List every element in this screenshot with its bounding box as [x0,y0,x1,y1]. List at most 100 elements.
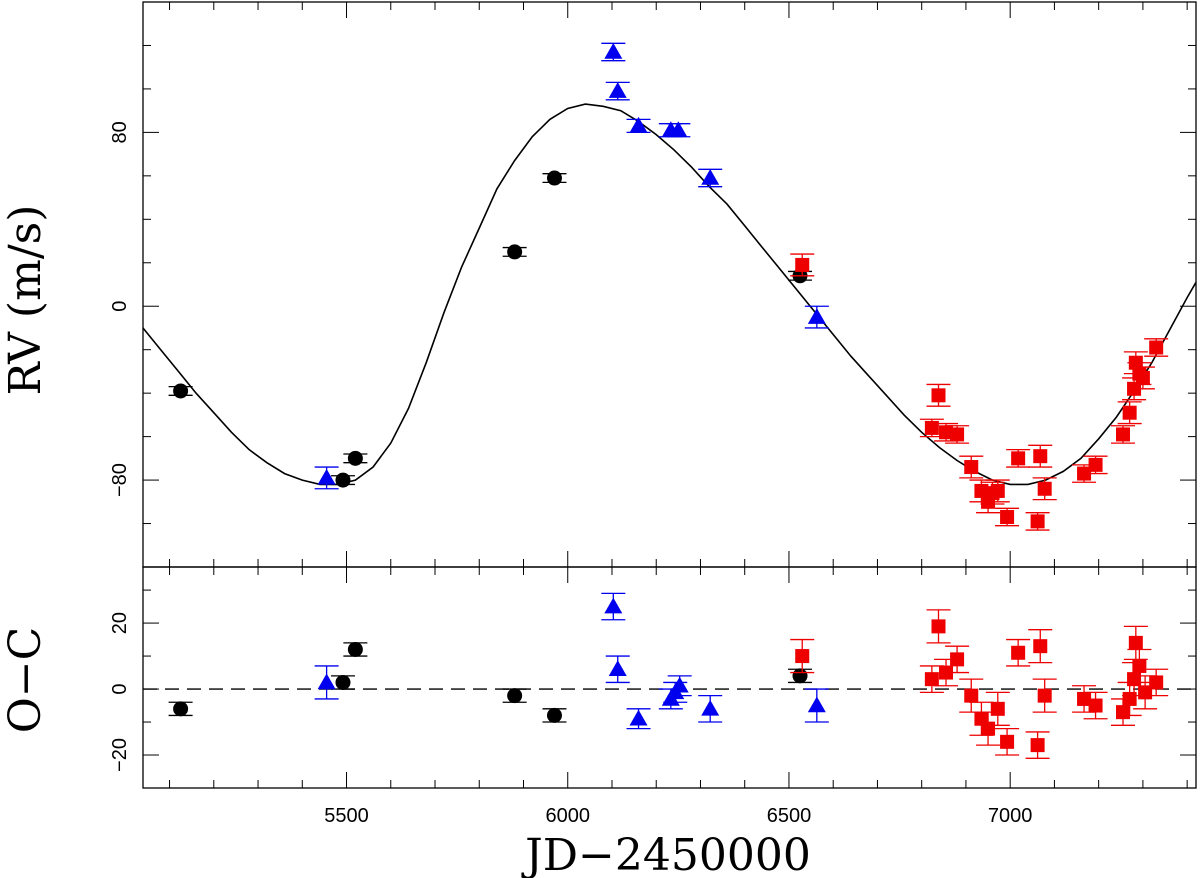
bottom-panel-y-axis-label: O−C [0,627,51,734]
bottom-y-tick-label: 0 [109,683,131,694]
triangle-marker [629,709,648,726]
square-marker [1115,427,1130,442]
square-marker [1000,734,1015,749]
bottom-data-point-red-squares [1028,629,1053,664]
top-data-point-black-circles [330,472,355,488]
square-marker [1128,635,1143,650]
square-marker [1037,481,1052,496]
bottom-data-point-black-circles [502,688,527,704]
circle-marker [347,641,363,657]
circle-marker [173,701,189,717]
square-marker [924,672,939,687]
top-data-point-blue-triangles [804,305,829,329]
bottom-data-point-red-squares [790,638,815,674]
top-data-point-red-squares [959,455,984,479]
triangle-marker [317,468,336,485]
square-marker [795,257,810,272]
top-data-point-blue-triangles [626,116,651,134]
top-data-point-blue-triangles [601,42,626,62]
square-marker [1011,645,1026,660]
top-data-point-blue-triangles [666,121,691,138]
x-tick-label: 6500 [767,805,812,827]
square-marker [1122,405,1137,420]
bottom-data-point-black-circles [542,707,567,723]
x-axis-label: JD−2450000 [521,830,811,878]
bottom-data-points-layer [168,592,1169,759]
top-data-point-blue-triangles [698,168,723,188]
top-model-curve-layer [142,103,1197,486]
square-marker [1033,639,1048,654]
top-data-point-red-squares [1130,366,1155,390]
bottom-data-point-red-squares [985,691,1010,726]
top-data-point-red-squares [926,383,951,407]
triangle-marker [807,696,826,713]
bottom-data-point-red-squares [1025,731,1050,759]
bottom-y-tick-label: 20 [109,612,131,634]
top-data-point-red-squares [1110,425,1135,444]
top-data-points-layer [168,42,1169,531]
top-data-point-red-squares [1117,401,1142,425]
square-marker [924,420,939,435]
top-y-tick-label: 0 [109,301,131,312]
square-marker [964,460,979,475]
square-marker [990,483,1005,498]
triangle-marker [670,676,689,693]
top-y-tick-label: 80 [109,121,131,143]
square-marker [1149,675,1164,690]
top-data-point-blue-triangles [314,466,339,490]
square-marker [1088,698,1103,713]
top-data-point-red-squares [1025,512,1050,531]
top-data-point-red-squares [1083,455,1108,475]
circle-marker [507,688,523,704]
square-marker [1000,510,1015,525]
square-marker [1149,340,1164,355]
square-marker [950,427,965,442]
top-data-point-red-squares [1006,449,1031,468]
bottom-data-point-blue-triangles [605,655,630,684]
ticks-layer: 5500 6000 6500 7000 80 0 −80 20 0 −20 [109,1,1196,827]
triangle-marker [701,169,720,185]
circle-marker [546,170,562,186]
triangle-marker [669,121,688,137]
square-marker [1135,370,1150,385]
triangle-marker [604,597,623,614]
bottom-data-point-red-squares [919,665,944,693]
bottom-data-point-blue-triangles [667,675,692,697]
triangle-marker [604,42,623,59]
bottom-data-point-black-circles [788,668,813,684]
top-data-point-blue-triangles [605,81,630,101]
top-data-point-red-squares [919,418,944,438]
triangle-marker [608,82,627,98]
bottom-data-point-blue-triangles [314,665,339,700]
x-tick-label: 5500 [324,805,369,827]
bottom-data-point-blue-triangles [698,694,723,723]
square-marker [1033,449,1048,464]
triangle-marker [701,699,720,716]
x-tick-label: 6000 [545,805,590,827]
top-data-point-red-squares [1032,477,1057,501]
circle-marker [347,450,363,466]
bottom-data-point-red-squares [1032,678,1057,713]
square-marker [1132,658,1147,673]
labels-layer: RV (m/s) O−C JD−2450000 [0,205,811,878]
triangle-marker [608,660,627,677]
bottom-data-point-blue-triangles [601,592,626,621]
square-marker [931,388,946,403]
bottom-data-point-red-squares [959,678,984,713]
bottom-data-point-red-squares [1144,668,1169,697]
square-marker [964,688,979,703]
circle-marker [335,472,351,488]
square-marker [950,652,965,667]
square-marker [931,619,946,634]
square-marker [795,649,810,664]
square-marker [939,425,954,440]
bottom-data-point-red-squares [1127,648,1152,684]
top-data-point-red-squares [995,507,1020,527]
circle-marker [507,244,523,260]
bottom-data-point-blue-triangles [804,688,829,723]
square-marker [1077,691,1092,706]
circle-marker [335,674,351,690]
bottom-y-tick-label: −20 [109,738,131,772]
top-y-tick-label: −80 [109,463,131,497]
